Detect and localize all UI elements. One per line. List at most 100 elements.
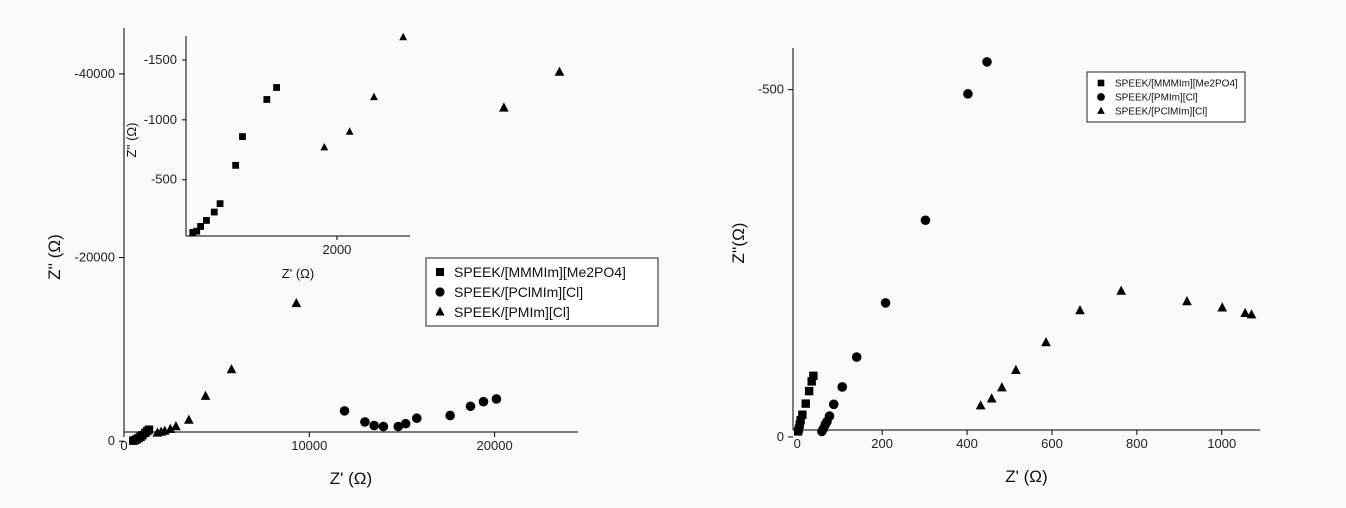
y-axis-label: Z''(Ω) <box>729 223 748 264</box>
data-point <box>997 382 1007 392</box>
data-point <box>210 208 218 216</box>
data-point <box>239 133 246 140</box>
legend-entry: SPEEK/[MMMIm][Me2PO4] <box>1115 79 1238 90</box>
data-point <box>370 92 378 101</box>
data-point <box>200 390 211 400</box>
x-tick-label: 600 <box>1041 436 1063 451</box>
data-point <box>378 421 389 432</box>
data-point <box>445 410 455 421</box>
legend-marker <box>1097 93 1105 101</box>
data-point <box>1217 302 1228 312</box>
x-tick-label: 200 <box>871 436 893 451</box>
data-point <box>263 96 271 103</box>
x-tick-label: 20000 <box>477 438 513 453</box>
data-point <box>1011 364 1021 374</box>
x-tick-label: 800 <box>1126 436 1148 451</box>
data-point <box>411 413 422 424</box>
x-axis-label: Z' (Ω) <box>330 469 372 488</box>
y-axis-label: Z'' (Ω) <box>45 234 64 280</box>
data-point <box>1041 337 1051 347</box>
legend-box <box>1086 71 1246 123</box>
chart-panel-left-inset: 2000 -500 -1000 -1500 Z' (Ω) Z'' (Ω) <box>124 32 410 281</box>
y-tick-label: -1500 <box>144 52 177 67</box>
data-point <box>554 66 565 76</box>
data-point <box>1182 296 1192 306</box>
data-point <box>184 414 194 424</box>
legend-entry: SPEEK/[PClMIm][Cl] <box>1115 107 1207 118</box>
legend-marker <box>435 287 445 297</box>
x-tick-label: 0 <box>794 436 801 451</box>
data-point <box>807 377 816 386</box>
data-point <box>986 393 997 403</box>
data-point <box>478 396 489 407</box>
data-point <box>837 382 848 392</box>
y-tick-label: -500 <box>758 82 784 97</box>
data-point <box>809 371 818 381</box>
legend-marker <box>1097 106 1105 114</box>
data-point <box>273 84 280 91</box>
data-point <box>828 399 839 410</box>
y-tick-label: -20000 <box>75 250 115 265</box>
data-point <box>320 142 329 151</box>
x-axis-label: Z' (Ω) <box>282 266 314 281</box>
data-point <box>345 127 354 135</box>
data-point <box>393 421 404 432</box>
data-point <box>360 417 370 427</box>
data-point <box>226 364 237 374</box>
x-tick-label: 0 <box>120 438 127 453</box>
data-point <box>975 400 986 410</box>
legend-marker <box>1097 79 1105 87</box>
data-point <box>963 89 973 99</box>
data-point <box>216 200 224 208</box>
data-point <box>399 32 408 41</box>
data-point <box>801 399 810 408</box>
legend-entry: SPEEK/[PMIm][Cl] <box>454 304 570 320</box>
data-point <box>982 57 992 67</box>
data-point <box>798 410 807 419</box>
data-point <box>165 423 176 433</box>
legend-entry: SPEEK/[MMMIm][Me2PO4] <box>454 264 626 280</box>
chart-panel-right: 0 200 400 600 800 1000 0 -500 Z' (Ω) Z''(Ω) <box>729 48 1260 486</box>
y-tick-label: 0 <box>108 433 115 448</box>
y-tick-label: -40000 <box>75 66 115 81</box>
data-point <box>193 227 201 235</box>
data-point <box>189 229 197 236</box>
data-point <box>171 421 181 431</box>
x-axis-label: Z' (Ω) <box>1005 467 1047 486</box>
data-point <box>796 416 805 425</box>
x-tick-label: 10000 <box>291 438 327 453</box>
legend-right: SPEEK/[MMMIm][Me2PO4] SPEEK/[PMIm][Cl] SPE… <box>1086 71 1246 123</box>
y-tick-label: 0 <box>777 429 784 444</box>
data-point <box>400 418 411 429</box>
data-point <box>291 297 302 308</box>
x-tick-label: 1000 <box>1207 436 1236 451</box>
data-point <box>804 386 814 396</box>
legend-box <box>425 257 659 327</box>
data-point <box>144 425 154 434</box>
data-point <box>1116 285 1127 295</box>
legend-entry: SPEEK/[PClMIm][Cl] <box>454 284 583 300</box>
data-point <box>920 215 931 226</box>
data-point <box>851 352 862 362</box>
chart-panel-left-main: 0 10000 20000 0 -20000 -40000 Z' (Ω) Z'' (Ω) <box>45 28 578 488</box>
legend-entry: SPEEK/[PMIm][Cl] <box>1115 93 1198 104</box>
x-tick-label: 400 <box>956 436 978 451</box>
data-point <box>824 411 835 421</box>
data-point <box>491 394 502 404</box>
data-point <box>339 406 350 416</box>
y-tick-label: -1000 <box>144 112 177 127</box>
data-point <box>232 161 240 169</box>
legend-marker <box>435 306 445 316</box>
y-tick-label: -500 <box>151 172 177 187</box>
legend-marker <box>436 268 444 276</box>
legend-left: SPEEK/[MMMIm][Me2PO4] SPEEK/[PClMIm][Cl] S… <box>425 257 659 327</box>
data-point <box>465 401 476 412</box>
data-point <box>197 223 205 230</box>
data-point <box>880 298 891 308</box>
data-point <box>369 420 379 431</box>
data-point <box>1240 307 1250 318</box>
x-tick-label: 2000 <box>322 242 351 257</box>
data-point <box>1246 309 1257 319</box>
